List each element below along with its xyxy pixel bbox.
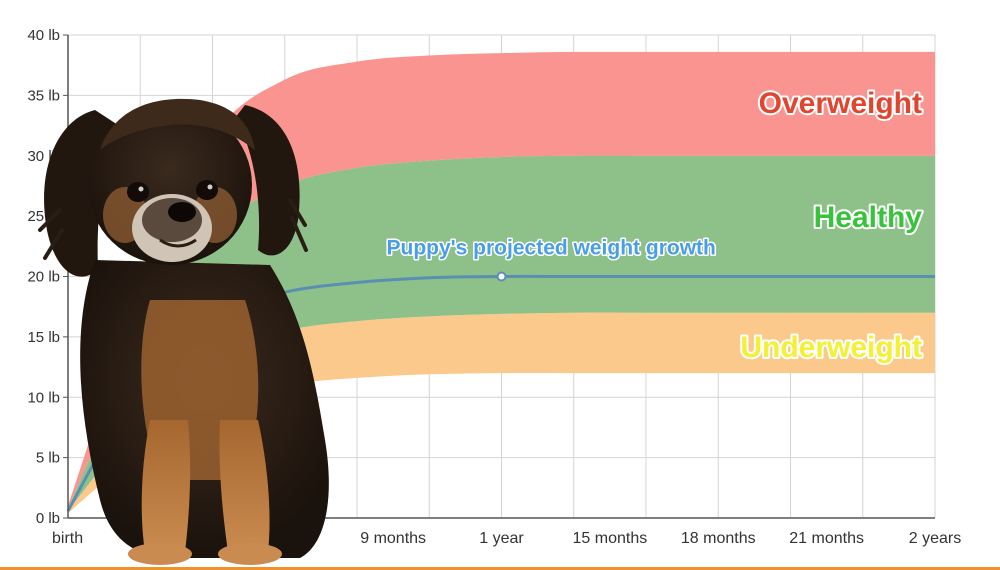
- y-tick-label: 40 lb: [27, 27, 60, 44]
- zone-labels: Underweight Healthy Overweight: [738, 85, 924, 366]
- y-tick-label: 5 lb: [36, 450, 60, 467]
- growth-marker: [496, 271, 507, 282]
- label-underweight: Underweight: [740, 331, 922, 364]
- label-healthy: Healthy: [814, 201, 923, 234]
- x-tick-label: 2 years: [909, 530, 961, 547]
- label-overweight: Overweight: [759, 87, 922, 120]
- x-tick-label: 15 months: [573, 530, 648, 547]
- x-tick-label: 18 months: [681, 530, 756, 547]
- y-tick-label: 10 lb: [27, 389, 60, 406]
- dog-illustration: [38, 98, 329, 565]
- y-tick-label: 0 lb: [36, 510, 60, 527]
- x-tick-label: 9 months: [360, 530, 426, 547]
- growth-label: Puppy's projected weight growth: [387, 237, 716, 260]
- x-tick-label: 1 year: [479, 530, 524, 547]
- growth-series: Puppy's projected weight growth: [66, 235, 935, 512]
- x-tick-label: 21 months: [789, 530, 864, 547]
- y-tick-label: 15 lb: [27, 329, 60, 346]
- y-tick-label: 35 lb: [27, 87, 60, 104]
- x-tick-label: birth: [52, 530, 83, 547]
- y-tick-label: 20 lb: [27, 269, 60, 286]
- bottom-rule: [0, 567, 1000, 570]
